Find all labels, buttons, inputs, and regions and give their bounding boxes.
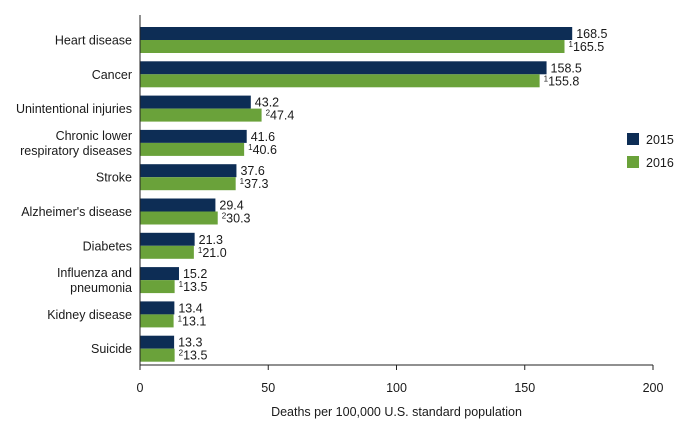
category-label-line: Cancer: [92, 68, 132, 82]
bar-2016-9: [140, 348, 175, 362]
category-label-0: Heart disease: [55, 34, 132, 48]
bar-2016-2: [140, 108, 262, 122]
value-label-2015-5: 29.4: [219, 199, 243, 213]
value-text: 13.5: [183, 280, 207, 294]
legend: 2015 2016: [627, 133, 674, 170]
x-axis-ticks: 0 50 100 150 200: [137, 365, 664, 395]
footnote-marker: 1: [240, 177, 245, 186]
category-label-9: Suicide: [91, 342, 132, 356]
footnote-marker: 1: [198, 246, 203, 255]
bar-2015-4: [140, 164, 237, 178]
category-label-line: Alzheimer's disease: [21, 205, 132, 219]
category-label-line: Heart disease: [55, 34, 132, 48]
bars-group: [140, 27, 573, 362]
value-label-2016-0: 1165.5: [569, 40, 605, 54]
value-label-2015-3: 41.6: [251, 130, 275, 144]
category-label-line: Chronic lower: [56, 129, 132, 143]
x-tick-label-0: 0: [137, 381, 144, 395]
footnote-marker: 2: [179, 349, 184, 358]
category-label-1: Cancer: [92, 68, 132, 82]
footnote-marker: 1: [178, 314, 183, 323]
value-label-2016-7: 113.5: [179, 280, 208, 294]
x-tick-label-50: 50: [261, 381, 275, 395]
value-label-2015-0: 168.5: [576, 27, 607, 41]
value-label-2015-7: 15.2: [183, 267, 207, 281]
bar-2015-5: [140, 198, 216, 212]
bar-2015-9: [140, 335, 175, 349]
value-text: 21.0: [202, 246, 226, 260]
bar-2016-6: [140, 245, 194, 259]
value-text: 47.4: [270, 109, 294, 123]
value-label-2015-9: 13.3: [178, 336, 202, 350]
value-label-2016-9: 213.5: [179, 349, 208, 363]
bar-2016-7: [140, 280, 175, 294]
x-tick-label-200: 200: [643, 381, 664, 395]
bar-2015-6: [140, 232, 195, 246]
bar-2015-8: [140, 301, 175, 315]
value-label-2015-6: 21.3: [199, 233, 223, 247]
category-label-5: Alzheimer's disease: [21, 205, 132, 219]
category-label-line: Unintentional injuries: [16, 102, 132, 116]
x-axis-title: Deaths per 100,000 U.S. standard populat…: [271, 405, 522, 419]
category-label-line: Influenza and: [57, 266, 132, 280]
value-text: 155.8: [548, 74, 579, 88]
category-label-6: Diabetes: [83, 239, 132, 253]
category-label-line: Kidney disease: [47, 308, 132, 322]
x-tick-label-150: 150: [514, 381, 535, 395]
value-label-2015-8: 13.4: [178, 301, 202, 315]
footnote-marker: 1: [569, 40, 574, 49]
value-label-2016-3: 140.6: [248, 143, 277, 157]
value-text: 13.1: [182, 314, 206, 328]
category-label-line: respiratory diseases: [20, 144, 132, 158]
value-label-2016-4: 137.3: [240, 177, 269, 191]
category-label-4: Stroke: [96, 171, 132, 185]
footnote-marker: 2: [266, 109, 271, 118]
value-labels: 168.51165.5158.51155.843.2247.441.6140.6…: [178, 27, 608, 363]
category-label-line: Diabetes: [83, 239, 132, 253]
x-tick-label-100: 100: [386, 381, 407, 395]
value-label-2015-4: 37.6: [240, 164, 264, 178]
value-label-2015-2: 43.2: [255, 96, 279, 110]
category-label-2: Unintentional injuries: [16, 102, 132, 116]
value-text: 30.3: [226, 212, 250, 226]
value-text: 165.5: [573, 40, 604, 54]
bar-2016-8: [140, 314, 174, 328]
category-label-line: Suicide: [91, 342, 132, 356]
category-label-7: Influenza and pneumonia: [57, 266, 132, 295]
category-label-3: Chronic lower respiratory diseases: [20, 129, 132, 158]
value-label-2016-2: 247.4: [266, 109, 295, 123]
category-label-line: Stroke: [96, 171, 132, 185]
bar-2015-2: [140, 95, 251, 109]
footnote-marker: 1: [179, 280, 184, 289]
category-labels: Heart disease Cancer Unintentional injurie…: [16, 34, 132, 357]
footnote-marker: 1: [248, 143, 253, 152]
bar-2015-3: [140, 129, 247, 143]
bar-2016-5: [140, 211, 218, 225]
bar-2015-7: [140, 267, 179, 281]
category-label-8: Kidney disease: [47, 308, 132, 322]
category-label-line: pneumonia: [70, 281, 132, 295]
bar-2015-0: [140, 27, 573, 40]
value-label-2016-5: 230.3: [222, 212, 251, 226]
legend-swatch-2016: [627, 156, 639, 168]
footnote-marker: 1: [544, 74, 549, 83]
bar-2016-3: [140, 142, 245, 156]
bar-2016-4: [140, 177, 236, 191]
value-label-2016-1: 1155.8: [544, 74, 580, 88]
legend-swatch-2015: [627, 133, 639, 145]
legend-label-2016: 2016: [646, 156, 674, 170]
value-text: 40.6: [253, 143, 277, 157]
bar-2016-1: [140, 74, 540, 88]
bar-2015-1: [140, 61, 547, 75]
value-text: 13.5: [183, 349, 207, 363]
legend-label-2015: 2015: [646, 133, 674, 147]
value-text: 37.3: [244, 177, 268, 191]
footnote-marker: 2: [222, 212, 227, 221]
bar-2016-0: [140, 40, 565, 53]
value-label-2016-6: 121.0: [198, 246, 227, 260]
value-label-2015-1: 158.5: [551, 61, 582, 75]
value-label-2016-8: 113.1: [178, 314, 207, 328]
